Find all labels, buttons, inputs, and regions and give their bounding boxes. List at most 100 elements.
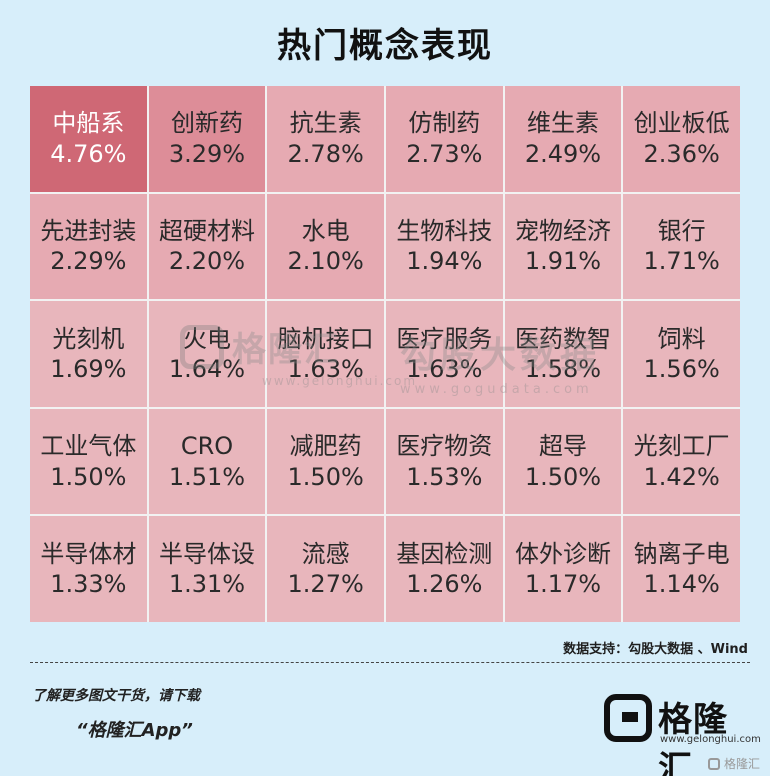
concept-change-pct: 1.50% [524, 462, 602, 491]
concept-name: 银行 [657, 217, 706, 245]
concept-name: 仿制药 [408, 109, 481, 138]
footer-app-name: “格隆汇App” [76, 720, 193, 741]
concept-cell: 银行 1.71% [623, 193, 740, 300]
concept-change-pct: 2.20% [168, 247, 246, 276]
corner-watermark: 格隆汇 [707, 755, 760, 772]
concept-cell: 脑机接口 1.63% [267, 301, 384, 407]
concept-name: 维生素 [526, 109, 599, 138]
concept-name: 光刻工厂 [633, 432, 730, 461]
concept-cell: 医疗服务 1.63% [385, 301, 503, 407]
concept-change-pct: 1.91% [524, 247, 602, 276]
concept-name: 饲料 [657, 324, 706, 353]
corner-watermark-text: 格隆汇 [723, 757, 760, 771]
concept-name: 脑机接口 [277, 324, 374, 353]
concept-change-pct: 1.27% [287, 570, 364, 599]
concept-name: 创新药 [170, 109, 243, 138]
concept-change-pct: 1.69% [50, 354, 127, 383]
concept-change-pct: 1.63% [287, 354, 364, 383]
concept-name: 钠离子电 [633, 539, 730, 568]
concept-cell: 半导体设 1.31% [148, 516, 266, 622]
concept-change-pct: 1.26% [406, 570, 483, 599]
concept-cell: 基因检测 1.26% [385, 516, 503, 622]
concept-name: 水电 [301, 217, 350, 245]
concept-cell: 宠物经济 1.91% [504, 193, 622, 300]
concept-change-pct: 1.31% [168, 570, 246, 599]
concept-cell: 减肥药 1.50% [267, 408, 384, 515]
concept-change-pct: 2.78% [287, 139, 364, 168]
concept-name: 减肥药 [289, 432, 362, 461]
concept-cell: 水电 2.10% [267, 193, 384, 300]
concept-name: 半导体设 [158, 539, 255, 568]
data-source: 数据支持：勾股大数据 、Wind [563, 642, 748, 657]
concept-name: 超硬材料 [158, 217, 255, 245]
concept-change-pct: 2.73% [406, 139, 483, 168]
concept-cell: 医药数智 1.58% [504, 301, 622, 407]
footer-download-text: 了解更多图文干货，请下载 [32, 688, 200, 704]
concept-name: CRO [180, 432, 234, 461]
concept-grid: 中船系 4.76% 创新药 3.29% 抗生素 2.78% 仿制药 2.73% 维生素 2.49%… [30, 86, 740, 622]
concept-cell: 火电 1.64% [148, 301, 266, 407]
concept-change-pct: 1.50% [287, 462, 364, 491]
concept-name: 半导体材 [40, 539, 137, 568]
concept-name: 抗生素 [289, 109, 362, 138]
concept-change-pct: 1.33% [50, 570, 127, 599]
concept-change-pct: 1.58% [524, 354, 602, 383]
concept-name: 工业气体 [40, 432, 137, 461]
concept-name: 流感 [301, 539, 350, 568]
concept-cell: 生物科技 1.94% [385, 193, 503, 300]
dashed-divider [30, 662, 750, 663]
concept-cell: 创业板低 2.36% [623, 86, 740, 192]
concept-name: 火电 [182, 324, 231, 353]
concept-cell: 仿制药 2.73% [385, 86, 503, 192]
logo-brand-url: www.gelonghui.com [660, 734, 761, 745]
logo-mark-icon [604, 694, 652, 742]
concept-cell: 维生素 2.49% [504, 86, 622, 192]
concept-name: 生物科技 [396, 217, 493, 245]
concept-name: 先进封装 [40, 217, 137, 245]
concept-change-pct: 1.42% [643, 462, 720, 491]
concept-name: 光刻机 [52, 324, 125, 353]
concept-cell: 半导体材 1.33% [30, 516, 147, 622]
concept-name: 体外诊断 [514, 539, 611, 568]
concept-change-pct: 2.49% [524, 139, 602, 168]
concept-name: 超导 [538, 432, 587, 461]
concept-change-pct: 1.51% [168, 462, 246, 491]
concept-cell: 超导 1.50% [504, 408, 622, 515]
concept-name: 基因检测 [396, 539, 493, 568]
concept-cell: 流感 1.27% [267, 516, 384, 622]
concept-name: 创业板低 [633, 109, 730, 138]
concept-cell: 先进封装 2.29% [30, 193, 147, 300]
concept-change-pct: 2.36% [643, 139, 720, 168]
concept-change-pct: 1.71% [643, 247, 720, 276]
concept-name: 医疗物资 [396, 432, 493, 461]
concept-cell: 创新药 3.29% [148, 86, 266, 192]
concept-cell: 医疗物资 1.53% [385, 408, 503, 515]
concept-change-pct: 1.94% [406, 247, 483, 276]
concept-cell: 光刻机 1.69% [30, 301, 147, 407]
logo-mark-bar [622, 712, 638, 722]
concept-change-pct: 1.17% [524, 570, 602, 599]
concept-name: 中船系 [52, 109, 125, 138]
concept-change-pct: 1.50% [50, 462, 127, 491]
concept-cell: 工业气体 1.50% [30, 408, 147, 515]
concept-cell: 抗生素 2.78% [267, 86, 384, 192]
concept-change-pct: 1.14% [643, 570, 720, 599]
concept-change-pct: 1.53% [406, 462, 483, 491]
concept-change-pct: 1.63% [406, 354, 483, 383]
concept-name: 医疗服务 [396, 324, 493, 353]
concept-name: 医药数智 [514, 324, 611, 353]
concept-change-pct: 3.29% [168, 139, 246, 168]
concept-cell: 体外诊断 1.17% [504, 516, 622, 622]
concept-cell: 超硬材料 2.20% [148, 193, 266, 300]
concept-cell: 中船系 4.76% [30, 86, 147, 192]
concept-change-pct: 1.56% [643, 354, 720, 383]
concept-cell: 光刻工厂 1.42% [623, 408, 740, 515]
concept-cell: 饲料 1.56% [623, 301, 740, 407]
concept-change-pct: 2.10% [287, 247, 364, 276]
corner-logo-icon [707, 757, 720, 770]
page-title: 热门概念表现 [277, 26, 493, 66]
concept-name: 宠物经济 [514, 217, 611, 245]
logo-brand-name: 格隆汇 [658, 700, 728, 776]
concept-change-pct: 2.29% [50, 247, 127, 276]
